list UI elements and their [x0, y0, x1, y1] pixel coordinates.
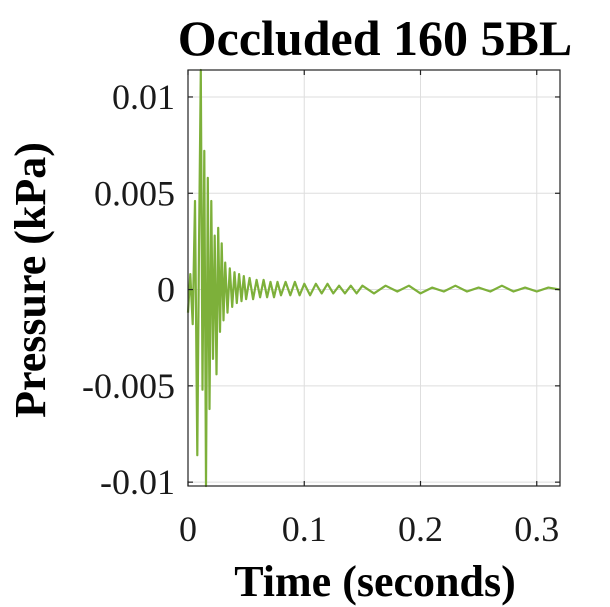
x-tick-label: 0.2 [398, 509, 443, 549]
y-axis-label: Pressure (kPa) [6, 142, 55, 418]
y-tick-labels: -0.01 -0.005 0 0.005 0.01 [82, 77, 175, 502]
x-axis-label: Time (seconds) [234, 557, 516, 606]
y-tick-label: 0.01 [112, 77, 175, 117]
y-tick-label: 0.005 [94, 173, 175, 213]
x-tick-label: 0 [179, 509, 197, 549]
series-line [186, 68, 561, 488]
y-tick-label: 0 [157, 270, 175, 310]
x-tick-label: 0.3 [514, 509, 559, 549]
chart-title: Occluded 160 5BL [178, 10, 572, 66]
grid-lines [187, 70, 560, 486]
x-tick-labels: 0 0.1 0.2 0.3 [179, 509, 559, 549]
x-tick-label: 0.1 [282, 509, 327, 549]
tick-marks [187, 70, 560, 486]
plot-frame [187, 69, 561, 487]
y-tick-label: -0.01 [100, 462, 175, 502]
y-tick-label: -0.005 [82, 366, 175, 406]
